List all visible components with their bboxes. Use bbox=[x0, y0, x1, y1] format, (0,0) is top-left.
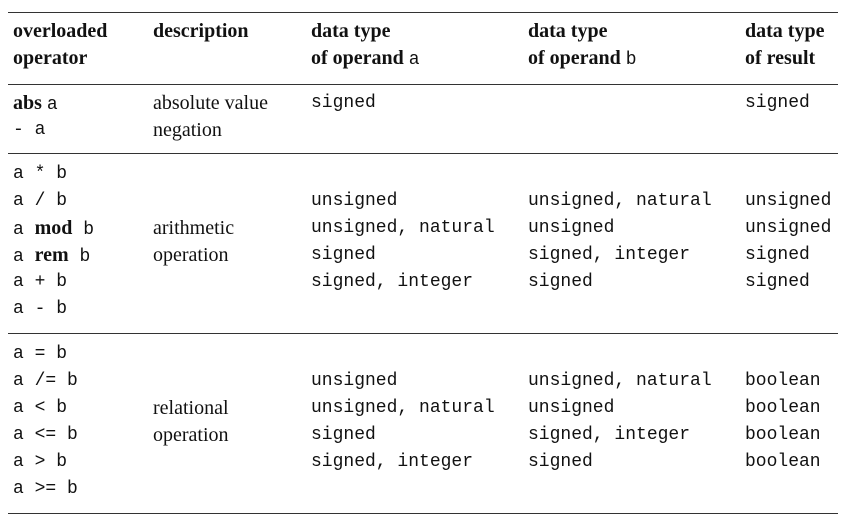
operator-operand: a bbox=[46, 95, 58, 115]
operator-add: a + b bbox=[13, 272, 68, 292]
group1-bottom-rule bbox=[8, 153, 838, 154]
operator-rem: a rem b bbox=[13, 242, 94, 269]
group3-type-b: unsigned, natural unsigned signed, integ… bbox=[528, 368, 712, 476]
header-operator: overloaded operator bbox=[13, 18, 107, 72]
header-type-b-line1: data type bbox=[528, 20, 608, 42]
group1-result: signed bbox=[745, 90, 810, 117]
header-type-b: data type of operand b bbox=[528, 18, 637, 72]
operator-keyword: mod bbox=[34, 217, 73, 239]
type-b-value: signed, integer bbox=[528, 425, 691, 445]
header-type-a-line1: data type bbox=[311, 20, 391, 42]
header-result: data type of result bbox=[745, 18, 824, 72]
type-b-value: unsigned, natural bbox=[528, 191, 712, 211]
type-a-value: unsigned bbox=[311, 371, 398, 391]
header-description: description bbox=[153, 18, 249, 45]
group1-operators: abs a - a bbox=[13, 90, 58, 144]
result-value: unsigned bbox=[745, 218, 832, 238]
header-type-a: data type of operand a bbox=[311, 18, 420, 72]
result-value: boolean bbox=[745, 371, 821, 391]
group2-bottom-rule bbox=[8, 333, 838, 334]
operator-keyword: abs bbox=[13, 92, 42, 114]
group1-description: absolute value negation bbox=[153, 90, 268, 144]
header-type-b-text: of operand bbox=[528, 47, 621, 69]
operator-left: a bbox=[13, 220, 24, 240]
group3-description: relational operation bbox=[153, 395, 229, 449]
group2-result: unsigned unsigned signed signed bbox=[745, 188, 831, 296]
type-b-value: unsigned bbox=[528, 398, 615, 418]
description-line: relational bbox=[153, 397, 229, 419]
operator-left: a bbox=[13, 247, 24, 267]
result-value: boolean bbox=[745, 425, 821, 445]
type-a-value: signed bbox=[311, 245, 376, 265]
operator-keyword: rem bbox=[34, 244, 69, 266]
operator-negation: - a bbox=[13, 117, 58, 144]
operator-right: b bbox=[83, 220, 95, 240]
result-value: signed bbox=[745, 93, 810, 113]
header-operator-line1: overloaded bbox=[13, 20, 108, 42]
table-top-rule bbox=[8, 12, 838, 13]
group2-type-b: unsigned, natural unsigned signed, integ… bbox=[528, 188, 712, 296]
group3-result: boolean boolean boolean boolean bbox=[745, 368, 821, 476]
table-bottom-rule bbox=[8, 513, 838, 514]
type-a-value: signed bbox=[311, 425, 376, 445]
operator-eq: a = b bbox=[13, 344, 68, 364]
group3-type-a: unsigned unsigned, natural signed signed… bbox=[311, 368, 495, 476]
group1-type-a: signed bbox=[311, 90, 376, 117]
type-a-value: unsigned, natural bbox=[311, 398, 495, 418]
result-value: boolean bbox=[745, 452, 821, 472]
header-operator-line2: operator bbox=[13, 47, 88, 69]
type-b-value: signed bbox=[528, 272, 593, 292]
description-line: absolute value bbox=[153, 92, 268, 114]
operator-sub: a - b bbox=[13, 299, 68, 319]
result-value: signed bbox=[745, 245, 810, 265]
operator-mod: a mod b bbox=[13, 215, 94, 242]
result-value: boolean bbox=[745, 398, 821, 418]
type-b-value: signed bbox=[528, 452, 593, 472]
operator-div: a / b bbox=[13, 191, 68, 211]
operator-abs: abs a bbox=[13, 90, 58, 117]
header-result-line2: of result bbox=[745, 47, 816, 69]
group2-operators: a * b a / b a mod b a rem b a + b a - b bbox=[13, 161, 94, 323]
header-type-a-line2: of operand a bbox=[311, 45, 420, 72]
description-line: operation bbox=[153, 244, 229, 266]
group2-description: arithmetic operation bbox=[153, 215, 234, 269]
type-b-value: unsigned, natural bbox=[528, 371, 712, 391]
type-a-value: signed bbox=[311, 93, 376, 113]
description-line: arithmetic bbox=[153, 217, 235, 239]
operator-lt: a < b bbox=[13, 398, 68, 418]
operator-ge: a >= b bbox=[13, 479, 78, 499]
operator-prefix: - bbox=[13, 120, 35, 140]
header-result-line1: data type bbox=[745, 20, 825, 42]
type-b-value: unsigned bbox=[528, 218, 615, 238]
operator-neq: a /= b bbox=[13, 371, 78, 391]
description-line: negation bbox=[153, 119, 222, 141]
result-value: unsigned bbox=[745, 191, 832, 211]
header-description-line1: description bbox=[153, 20, 249, 42]
operator-right: b bbox=[79, 247, 91, 267]
header-type-b-line2: of operand b bbox=[528, 45, 637, 72]
description-line: operation bbox=[153, 424, 229, 446]
operator-le: a <= b bbox=[13, 425, 78, 445]
operator-mul: a * b bbox=[13, 164, 68, 184]
result-value: signed bbox=[745, 272, 810, 292]
header-bottom-rule bbox=[8, 84, 838, 85]
type-b-value: signed, integer bbox=[528, 245, 691, 265]
type-a-value: signed, integer bbox=[311, 452, 474, 472]
header-type-b-var: b bbox=[625, 50, 637, 70]
type-a-value: unsigned bbox=[311, 191, 398, 211]
group3-operators: a = b a /= b a < b a <= b a > b a >= b bbox=[13, 341, 78, 503]
operator-gt: a > b bbox=[13, 452, 68, 472]
header-type-a-text: of operand bbox=[311, 47, 404, 69]
type-a-value: unsigned, natural bbox=[311, 218, 495, 238]
group2-type-a: unsigned unsigned, natural signed signed… bbox=[311, 188, 495, 296]
operator-operand: a bbox=[34, 120, 46, 140]
type-a-value: signed, integer bbox=[311, 272, 474, 292]
header-type-a-var: a bbox=[408, 50, 420, 70]
